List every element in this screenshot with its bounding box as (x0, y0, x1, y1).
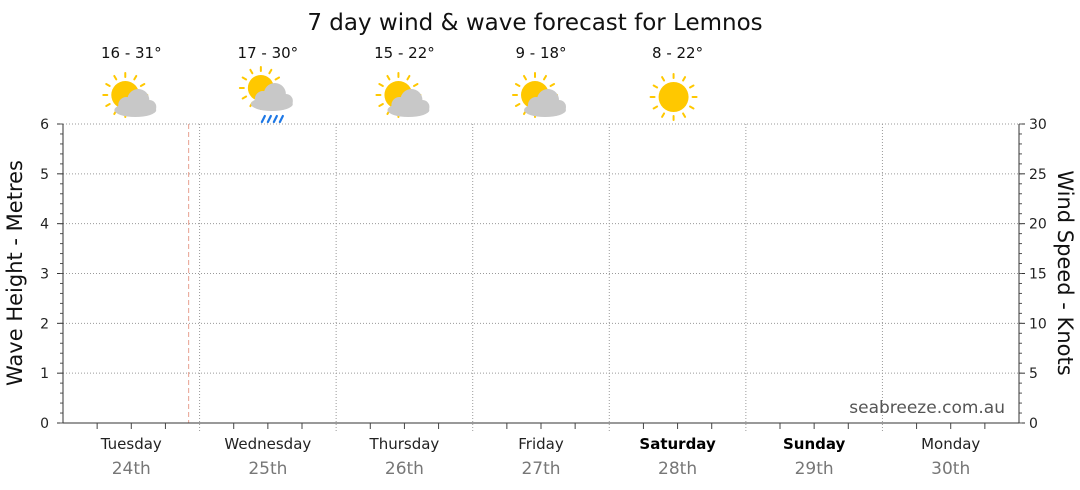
partly-cloudy-icon (512, 72, 566, 118)
y-left-tick-label: 4 (40, 217, 49, 233)
daily-temperature-label: 8 - 22° (652, 44, 703, 62)
sun-ray (661, 112, 666, 118)
sun-ray (689, 105, 695, 110)
day-name-label: Monday (921, 435, 980, 453)
sun-ray (682, 112, 687, 118)
day-date-label: 30th (931, 459, 970, 479)
sun-ray (652, 105, 659, 110)
sun-ray (523, 74, 527, 81)
daily-weather: 16 - 31° 17 - 30° 15 - 22° 9 - 18° 8 - 22° (101, 44, 703, 124)
sun-ray (549, 83, 556, 87)
sun-ray (139, 83, 146, 87)
daily-temperature-label: 16 - 31° (101, 44, 162, 62)
cloud-puff (278, 94, 293, 108)
sun-ray (514, 83, 521, 87)
day-date-label: 26th (385, 459, 424, 479)
daily-temperature-label: 9 - 18° (515, 44, 566, 62)
sun-ray (543, 74, 547, 81)
cloud-puff (142, 100, 157, 114)
day-name-label: Friday (518, 435, 564, 453)
sun-ray (413, 83, 419, 87)
sun-ray (105, 103, 111, 107)
axes: 0 1 2 3 4 5 6 0 5 10 15 20 25 30 (40, 117, 1047, 432)
cloud-puff (552, 100, 566, 114)
day-name-label: Thursday (369, 435, 440, 453)
y-right-tick-label: 30 (1029, 117, 1047, 133)
y-axis-right-title: Wind Speed - Knots (1053, 170, 1077, 375)
day-name-label: Tuesday (100, 435, 162, 453)
sun-ray (249, 68, 254, 75)
y-left-tick-label: 2 (40, 316, 49, 332)
y-right-tick-label: 10 (1029, 316, 1047, 332)
sun-ray (682, 76, 687, 82)
y-axis-left-title: Wave Height - Metres (3, 160, 27, 386)
sunny-icon (649, 73, 698, 121)
rain-drop (272, 114, 278, 124)
sun-ray (406, 74, 411, 81)
day-date-label: 27th (521, 459, 560, 479)
sun-ray (113, 74, 118, 81)
sun-ray (241, 95, 248, 100)
chart-title: 7 day wind & wave forecast for Lemnos (307, 10, 762, 36)
y-right-tick-label: 15 (1029, 267, 1047, 283)
daily-temperature-label: 17 - 30° (238, 44, 299, 62)
sun-ray (652, 84, 659, 89)
sun-ray (268, 68, 273, 75)
y-left-tick-label: 3 (40, 267, 49, 283)
day-date-label: 28th (658, 459, 697, 479)
day-name-label: Saturday (639, 435, 716, 453)
sun-ray (133, 74, 138, 81)
y-left-tick-label: 1 (40, 366, 49, 382)
partly-cloudy-icon (102, 72, 157, 118)
grid-lines (63, 123, 1019, 433)
y-right-tick-label: 25 (1029, 167, 1047, 183)
showers-icon (238, 66, 293, 124)
rain-drop (278, 114, 284, 124)
sun-ray (689, 84, 695, 89)
cloud-puff (415, 100, 430, 114)
sun-ray (661, 76, 666, 82)
sun-ray (514, 103, 521, 107)
y-right-tick-label: 5 (1029, 366, 1038, 382)
watermark: seabreeze.com.au (849, 398, 1005, 418)
day-date-label: 25th (248, 459, 287, 479)
rain-drop (260, 114, 266, 124)
sun-ray (105, 83, 111, 87)
sun-ray (378, 83, 384, 87)
day-date-label: 24th (112, 459, 151, 479)
sun-disc (658, 82, 689, 112)
y-right-tick-label: 20 (1029, 217, 1047, 233)
sun-ray (241, 76, 248, 81)
y-left-tick-label: 5 (40, 167, 49, 183)
sun-ray (386, 74, 391, 81)
day-name-label: Sunday (783, 435, 846, 453)
day-name-label: Wednesday (224, 435, 311, 453)
sun-ray (378, 103, 384, 107)
rain-drop (266, 114, 272, 124)
y-right-tick-label: 0 (1029, 416, 1038, 432)
y-left-tick-label: 6 (40, 117, 49, 133)
day-date-label: 29th (795, 459, 834, 479)
partly-cloudy-icon (375, 72, 430, 118)
day-columns: Tuesday 24th Wednesday 25th Thursday 26th Frid… (100, 435, 981, 479)
daily-temperature-label: 15 - 22° (374, 44, 435, 62)
sun-ray (274, 76, 281, 81)
y-left-tick-label: 0 (40, 416, 49, 432)
